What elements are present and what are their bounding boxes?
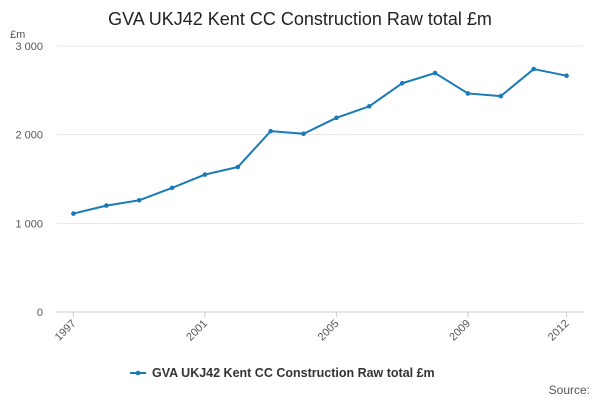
data-point[interactable] xyxy=(432,70,438,76)
y-tick-label: 0 xyxy=(37,307,43,319)
source-label: Source: xyxy=(549,383,590,397)
data-point[interactable] xyxy=(564,73,569,79)
y-tick-label: 2 000 xyxy=(15,130,43,142)
data-point[interactable] xyxy=(367,103,372,109)
chart-title: GVA UKJ42 Kent CC Construction Raw total… xyxy=(108,9,492,29)
y-tick-label: 3 000 xyxy=(15,41,43,53)
x-tick-label: 2012 xyxy=(546,318,572,344)
legend[interactable]: GVA UKJ42 Kent CC Construction Raw total… xyxy=(130,366,435,380)
x-tick-label: 2005 xyxy=(316,318,342,344)
data-point[interactable] xyxy=(399,80,405,86)
x-axis-ticks: 1997 2001 2005 2009 2012 xyxy=(53,312,572,343)
data-point[interactable] xyxy=(498,93,504,99)
data-point[interactable] xyxy=(235,164,241,170)
y-axis-ticks: 0 1 000 2 000 3 000 xyxy=(15,41,43,319)
y-axis-unit-label: £m xyxy=(10,29,25,41)
x-tick-label: 2001 xyxy=(184,318,210,344)
series-line xyxy=(73,68,567,215)
y-tick-label: 1 000 xyxy=(15,218,43,230)
legend-label: GVA UKJ42 Kent CC Construction Raw total… xyxy=(152,366,435,380)
series-layer xyxy=(71,66,569,216)
x-tick-label: 2009 xyxy=(447,318,473,344)
data-point[interactable] xyxy=(268,128,273,134)
data-point[interactable] xyxy=(301,131,306,137)
grid-layer xyxy=(57,45,583,313)
data-point[interactable] xyxy=(531,66,536,72)
data-point[interactable] xyxy=(465,91,471,96)
legend-marker xyxy=(135,370,141,376)
data-point[interactable] xyxy=(136,197,142,203)
data-point[interactable] xyxy=(169,185,175,191)
data-point[interactable] xyxy=(71,211,76,216)
data-point[interactable] xyxy=(104,203,109,208)
data-point[interactable] xyxy=(334,115,339,121)
x-tick-label: 1997 xyxy=(53,318,79,344)
data-point[interactable] xyxy=(202,172,208,177)
